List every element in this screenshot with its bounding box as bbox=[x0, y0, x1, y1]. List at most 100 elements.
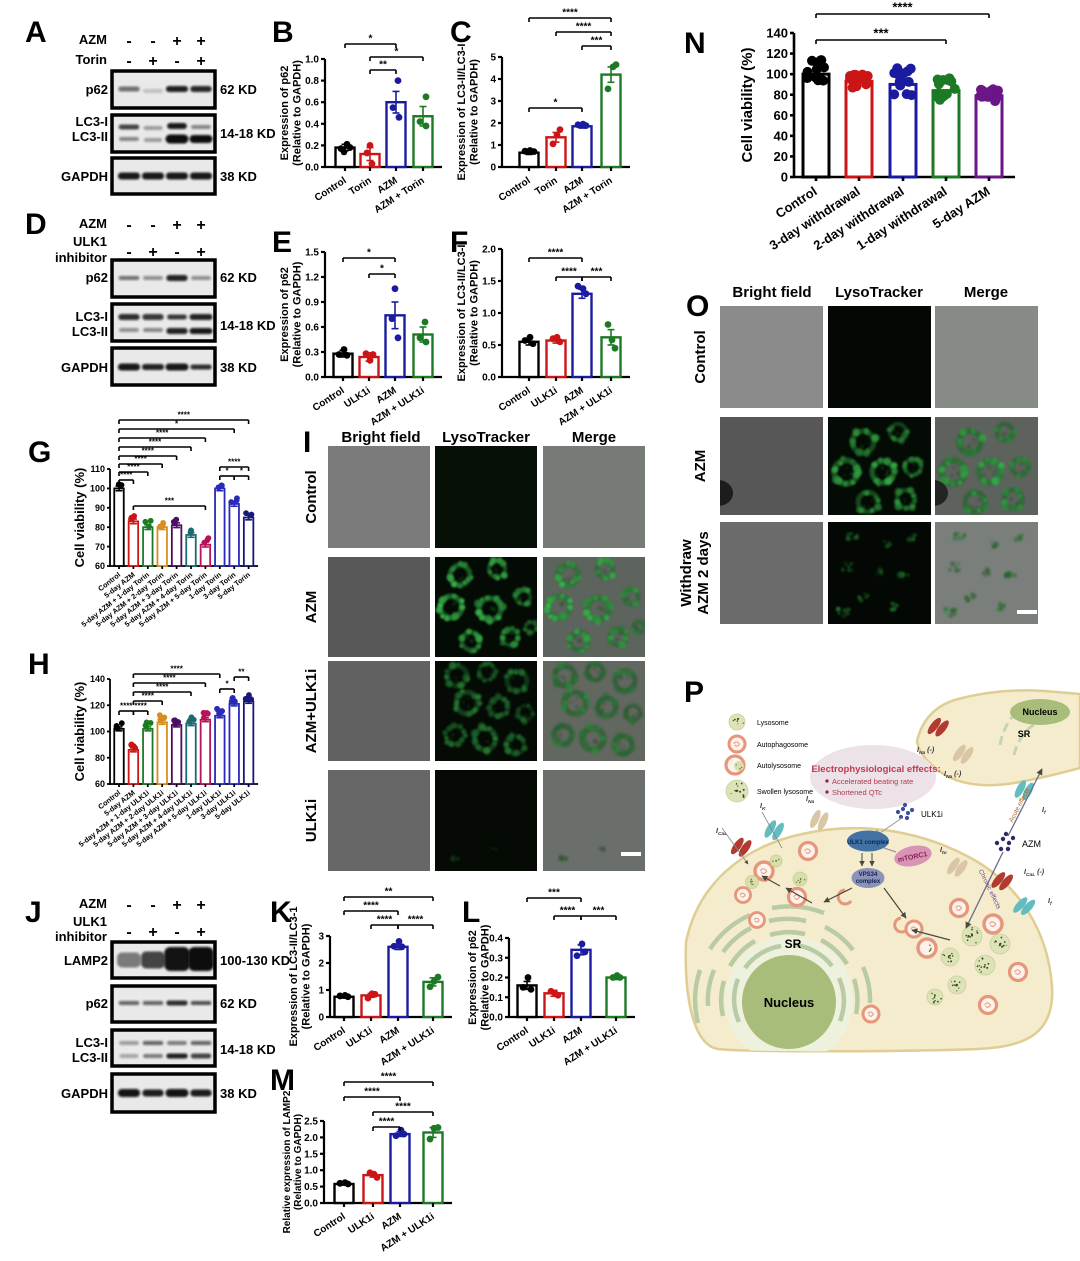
svg-text:*: * bbox=[554, 98, 558, 109]
svg-text:G: G bbox=[28, 436, 51, 469]
svg-text:****: **** bbox=[364, 1087, 380, 1098]
svg-text:****: **** bbox=[561, 267, 577, 278]
svg-text:-: - bbox=[174, 244, 179, 261]
svg-text:p62: p62 bbox=[86, 82, 108, 97]
svg-text:AZM: AZM bbox=[79, 896, 107, 911]
svg-text:****: **** bbox=[178, 411, 191, 420]
svg-text:-: - bbox=[126, 33, 131, 50]
svg-text:Swollen lysosome: Swollen lysosome bbox=[757, 789, 813, 796]
svg-text:AZM: AZM bbox=[303, 591, 320, 624]
svg-text:H: H bbox=[28, 648, 50, 681]
svg-text:-: - bbox=[174, 924, 179, 941]
svg-text:60: 60 bbox=[95, 779, 105, 789]
svg-text:ULK1i: ULK1i bbox=[303, 799, 320, 842]
svg-text:Cell viability (%): Cell viability (%) bbox=[72, 682, 87, 782]
svg-text:4: 4 bbox=[490, 75, 496, 86]
svg-text:***: *** bbox=[591, 267, 603, 278]
svg-text:inhibitor: inhibitor bbox=[55, 929, 107, 944]
svg-text:100: 100 bbox=[90, 727, 105, 737]
svg-text:J: J bbox=[25, 896, 42, 929]
svg-text:14-18 KD: 14-18 KD bbox=[220, 126, 276, 141]
svg-text:40: 40 bbox=[774, 128, 788, 143]
svg-text:O: O bbox=[686, 290, 709, 323]
svg-text:0.3: 0.3 bbox=[305, 348, 319, 359]
svg-text:LC3-II: LC3-II bbox=[72, 1050, 108, 1065]
svg-text:Bright field: Bright field bbox=[341, 429, 420, 446]
svg-text:***: *** bbox=[593, 906, 605, 917]
svg-text:0.0: 0.0 bbox=[304, 1199, 318, 1210]
svg-text:AZM: AZM bbox=[79, 216, 107, 231]
svg-text:*: * bbox=[240, 467, 244, 476]
svg-text:****: **** bbox=[156, 683, 169, 692]
svg-text:***: *** bbox=[165, 497, 175, 506]
svg-text:3: 3 bbox=[318, 932, 324, 943]
svg-text:62 KD: 62 KD bbox=[220, 996, 257, 1011]
svg-text:Relative expression of LAMP2: Relative expression of LAMP2 bbox=[282, 1090, 293, 1233]
svg-text:2.0: 2.0 bbox=[304, 1133, 318, 1144]
svg-text:If: If bbox=[1042, 807, 1047, 816]
svg-text:38 KD: 38 KD bbox=[220, 360, 257, 375]
svg-text:0.4: 0.4 bbox=[305, 119, 319, 130]
svg-text:INa (-): INa (-) bbox=[917, 747, 935, 756]
svg-text:****: **** bbox=[379, 1117, 395, 1128]
svg-text:SR: SR bbox=[1018, 729, 1031, 739]
svg-text:****: **** bbox=[163, 674, 176, 683]
svg-text:Expression of p62: Expression of p62 bbox=[279, 267, 291, 362]
svg-text:N: N bbox=[684, 27, 706, 60]
svg-text:LAMP2: LAMP2 bbox=[64, 953, 108, 968]
svg-text:100-130 KD: 100-130 KD bbox=[220, 953, 290, 968]
svg-text:****: **** bbox=[576, 22, 592, 33]
svg-text:0.0: 0.0 bbox=[305, 163, 319, 174]
svg-text:0.4: 0.4 bbox=[489, 934, 503, 945]
svg-text:Control: Control bbox=[303, 470, 320, 523]
svg-text:1: 1 bbox=[318, 986, 324, 997]
svg-text:AZM 2 days: AZM 2 days bbox=[695, 531, 712, 614]
svg-text:If: If bbox=[1048, 898, 1053, 907]
svg-text:0.1: 0.1 bbox=[489, 993, 503, 1004]
svg-text:+: + bbox=[196, 897, 205, 914]
svg-text:1.5: 1.5 bbox=[305, 248, 319, 259]
svg-text:3: 3 bbox=[490, 97, 496, 108]
svg-text:(Relative to GAPDH): (Relative to GAPDH) bbox=[291, 261, 303, 367]
svg-text:E: E bbox=[272, 226, 292, 259]
svg-text:ULK1: ULK1 bbox=[73, 234, 107, 249]
svg-text:140: 140 bbox=[90, 674, 105, 684]
svg-text:GAPDH: GAPDH bbox=[61, 1086, 108, 1101]
svg-text:1.0: 1.0 bbox=[305, 55, 319, 66]
svg-text:*: * bbox=[369, 34, 373, 45]
svg-text:Bright field: Bright field bbox=[732, 284, 811, 301]
svg-text:Autophagosome: Autophagosome bbox=[757, 742, 808, 749]
svg-text:****: **** bbox=[377, 915, 393, 926]
svg-text:70: 70 bbox=[95, 542, 105, 552]
svg-text:A: A bbox=[25, 16, 47, 49]
svg-text:90: 90 bbox=[95, 503, 105, 513]
svg-text:80: 80 bbox=[95, 753, 105, 763]
svg-text:38 KD: 38 KD bbox=[220, 169, 257, 184]
svg-text:**: ** bbox=[385, 887, 393, 898]
svg-text:-: - bbox=[174, 53, 179, 70]
svg-text:0.0: 0.0 bbox=[489, 1013, 503, 1024]
svg-text:0.0: 0.0 bbox=[305, 373, 319, 384]
svg-text:****: **** bbox=[408, 915, 424, 926]
svg-text:60: 60 bbox=[95, 561, 105, 571]
svg-text:1.5: 1.5 bbox=[304, 1149, 318, 1160]
svg-text:AZM: AZM bbox=[79, 32, 107, 47]
svg-text:VPS34: VPS34 bbox=[859, 872, 878, 878]
svg-text:ICaL (-): ICaL (-) bbox=[1024, 869, 1045, 878]
svg-text:0: 0 bbox=[490, 163, 496, 174]
svg-text:1.2: 1.2 bbox=[305, 273, 319, 284]
svg-text:(Relative to GAPDH): (Relative to GAPDH) bbox=[291, 60, 303, 166]
svg-text:Expression of LC3-II/LC3-1: Expression of LC3-II/LC3-1 bbox=[288, 907, 300, 1047]
svg-text:Torin: Torin bbox=[75, 52, 107, 67]
svg-text:(Relative to GAPDH): (Relative to GAPDH) bbox=[479, 924, 491, 1030]
svg-text:inhibitor: inhibitor bbox=[55, 250, 107, 265]
svg-text:120: 120 bbox=[766, 46, 788, 61]
svg-text:Ito: Ito bbox=[940, 847, 947, 856]
svg-text:M: M bbox=[270, 1064, 295, 1097]
svg-text:-: - bbox=[126, 217, 131, 234]
svg-text:0.8: 0.8 bbox=[305, 76, 319, 87]
svg-text:38 KD: 38 KD bbox=[220, 1086, 257, 1101]
svg-text:1: 1 bbox=[490, 141, 496, 152]
svg-text:LC3-I: LC3-I bbox=[76, 1035, 109, 1050]
svg-text:****: **** bbox=[892, 0, 913, 15]
